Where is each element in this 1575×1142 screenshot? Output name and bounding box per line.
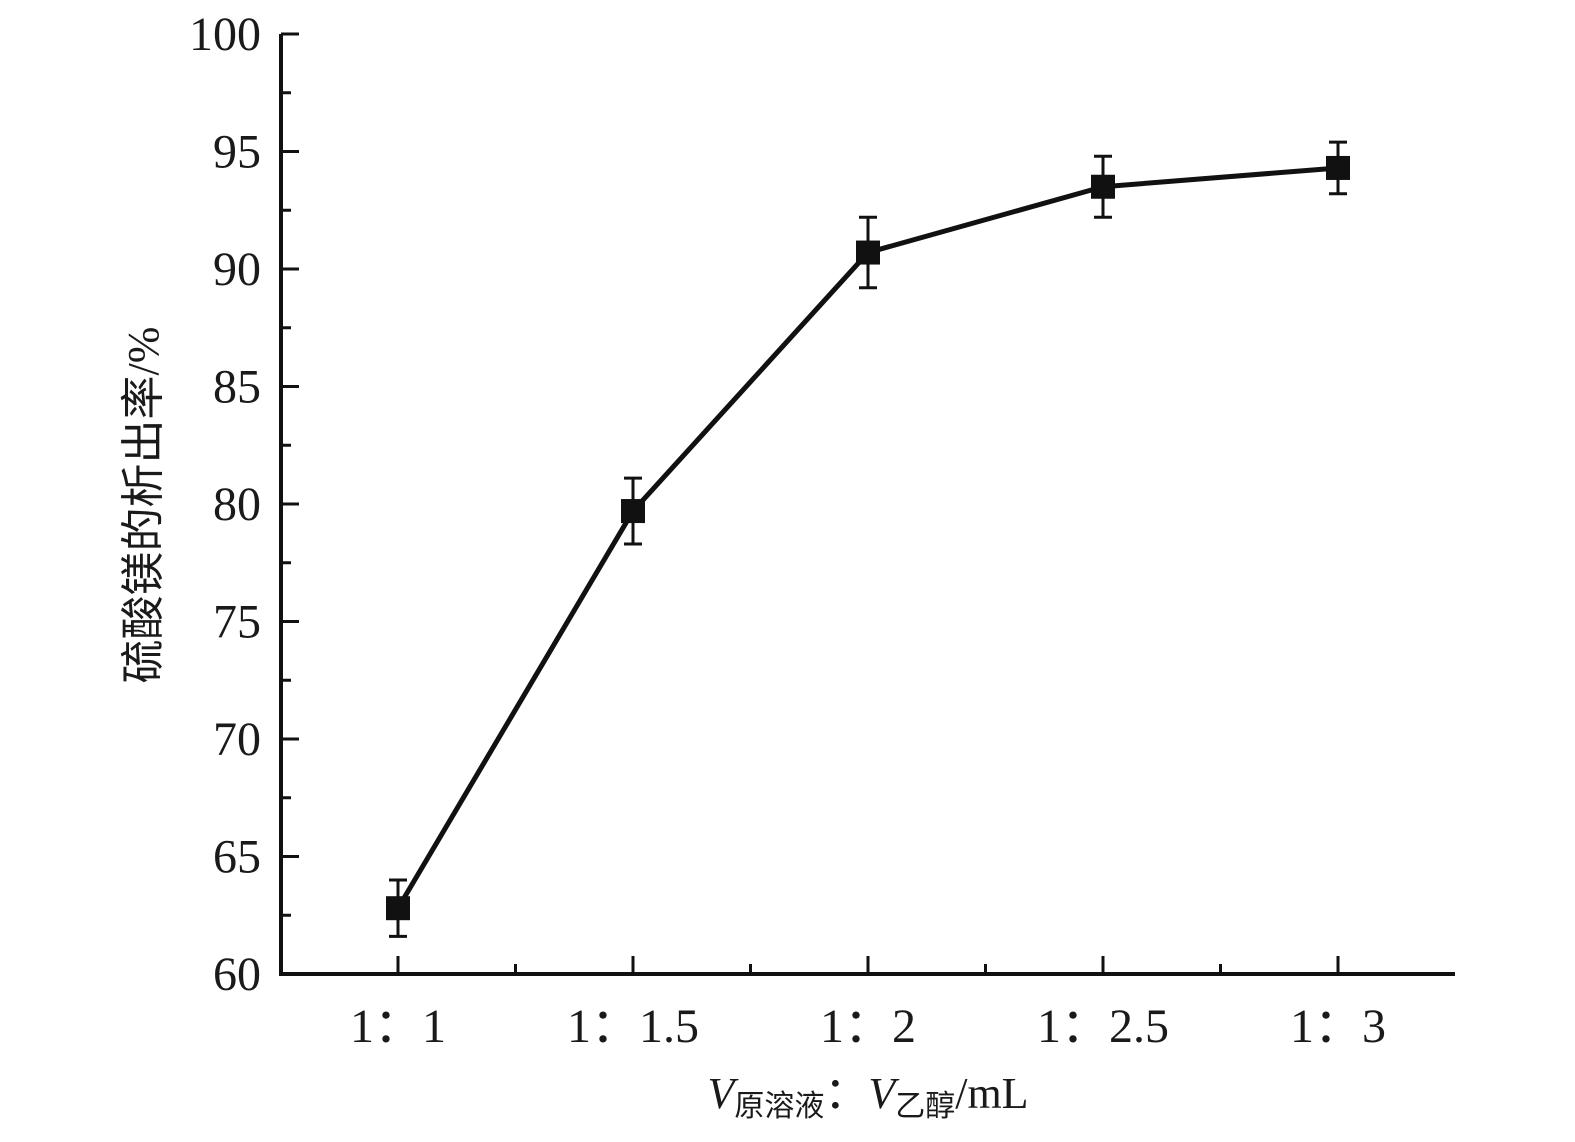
- x-axis-title-var1: V: [707, 1069, 739, 1118]
- y-tick-label: 60: [213, 948, 261, 1001]
- x-tick-label: 1：1.5: [567, 1000, 699, 1053]
- y-tick-label: 65: [213, 831, 261, 884]
- y-tick-label: 80: [213, 478, 261, 531]
- x-tick-label: 1：3: [1290, 1000, 1386, 1053]
- y-axis-title: 硫酸镁的析出率/%: [119, 327, 168, 684]
- data-point: [856, 240, 880, 265]
- x-axis-ticks: 1：1 1：1.5 1：2 1：2.5 1：3: [350, 956, 1386, 1053]
- x-axis-title-sub2: 乙醇: [895, 1090, 955, 1123]
- x-axis-title-sub1: 原溶液: [734, 1090, 824, 1123]
- x-tick-label: 1：1: [350, 1000, 446, 1053]
- data-point: [1326, 155, 1350, 180]
- y-tick-label: 90: [213, 243, 261, 296]
- series: [386, 140, 1350, 938]
- x-axis-title-colon: ：: [824, 1069, 868, 1118]
- x-axis-title-unit: /mL: [955, 1069, 1028, 1118]
- x-axis-title-var2: V: [868, 1069, 900, 1118]
- x-tick-label: 1：2: [820, 1000, 916, 1053]
- data-point: [386, 896, 410, 921]
- y-tick-label: 70: [213, 713, 261, 766]
- x-axis-title: V原溶液：V乙醇/mL: [707, 1069, 1028, 1123]
- y-tick-label: 100: [189, 8, 261, 61]
- axes: [279, 34, 1455, 976]
- x-tick-label: 1：2.5: [1037, 1000, 1169, 1053]
- data-point: [1091, 174, 1115, 199]
- y-tick-label: 85: [213, 361, 261, 414]
- y-tick-label: 95: [213, 126, 261, 179]
- data-point: [621, 499, 645, 524]
- y-tick-label: 75: [213, 596, 261, 649]
- y-axis-ticks: 60 65 70 75 80 85 90 95 100: [189, 8, 299, 1001]
